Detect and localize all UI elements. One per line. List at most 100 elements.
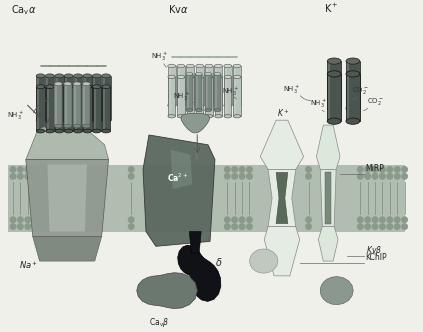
Ellipse shape	[93, 129, 101, 133]
Polygon shape	[320, 277, 353, 305]
Polygon shape	[169, 68, 170, 104]
Circle shape	[365, 224, 371, 229]
Ellipse shape	[205, 75, 213, 78]
Polygon shape	[215, 76, 217, 108]
Polygon shape	[65, 78, 67, 118]
Polygon shape	[205, 74, 212, 110]
Ellipse shape	[214, 104, 222, 107]
Polygon shape	[205, 66, 213, 106]
Polygon shape	[327, 74, 341, 121]
Circle shape	[357, 174, 363, 179]
Polygon shape	[197, 68, 199, 104]
Ellipse shape	[205, 115, 213, 118]
Polygon shape	[346, 74, 360, 121]
Ellipse shape	[102, 74, 110, 78]
Circle shape	[372, 217, 378, 222]
Ellipse shape	[36, 85, 45, 89]
Circle shape	[129, 224, 134, 229]
Circle shape	[247, 224, 252, 229]
Ellipse shape	[224, 104, 232, 107]
Polygon shape	[56, 78, 58, 118]
Polygon shape	[190, 231, 201, 253]
Polygon shape	[46, 87, 54, 131]
Ellipse shape	[64, 124, 71, 128]
Ellipse shape	[327, 71, 341, 77]
Ellipse shape	[55, 118, 64, 122]
Polygon shape	[215, 68, 217, 104]
Text: $\delta$: $\delta$	[215, 256, 222, 268]
Circle shape	[306, 167, 311, 172]
Polygon shape	[74, 78, 77, 118]
Ellipse shape	[205, 109, 212, 112]
Circle shape	[306, 217, 311, 222]
Circle shape	[25, 174, 30, 179]
Polygon shape	[47, 89, 49, 129]
Polygon shape	[93, 87, 101, 131]
Ellipse shape	[177, 104, 185, 107]
Polygon shape	[196, 77, 203, 116]
Text: MiRP: MiRP	[365, 164, 385, 173]
Circle shape	[129, 217, 134, 222]
Polygon shape	[55, 86, 58, 124]
Ellipse shape	[233, 115, 241, 118]
Ellipse shape	[55, 74, 64, 78]
Circle shape	[25, 167, 30, 172]
Polygon shape	[225, 68, 227, 104]
Ellipse shape	[74, 74, 82, 78]
Ellipse shape	[36, 129, 45, 133]
Polygon shape	[178, 245, 221, 301]
Polygon shape	[188, 79, 190, 114]
Ellipse shape	[73, 124, 81, 128]
Circle shape	[18, 167, 23, 172]
Ellipse shape	[74, 118, 82, 122]
Ellipse shape	[102, 118, 110, 122]
Polygon shape	[64, 87, 73, 131]
Polygon shape	[26, 160, 109, 236]
Polygon shape	[347, 63, 349, 107]
Circle shape	[18, 224, 23, 229]
Ellipse shape	[224, 75, 231, 78]
Ellipse shape	[55, 129, 63, 133]
Circle shape	[239, 174, 245, 179]
Polygon shape	[74, 87, 82, 131]
Circle shape	[394, 167, 400, 172]
Polygon shape	[74, 86, 76, 124]
Polygon shape	[47, 78, 49, 118]
Text: K$^+$: K$^+$	[277, 108, 289, 119]
Ellipse shape	[195, 72, 202, 75]
Polygon shape	[177, 77, 185, 116]
Polygon shape	[64, 76, 73, 120]
Polygon shape	[268, 169, 296, 227]
Circle shape	[247, 174, 252, 179]
Text: Ca$^{2+}$: Ca$^{2+}$	[167, 172, 188, 184]
Polygon shape	[102, 76, 110, 120]
Circle shape	[18, 217, 23, 222]
Circle shape	[365, 217, 371, 222]
Circle shape	[372, 167, 378, 172]
Circle shape	[402, 217, 407, 222]
Ellipse shape	[195, 109, 202, 112]
Circle shape	[387, 217, 393, 222]
Polygon shape	[195, 74, 202, 110]
Polygon shape	[234, 68, 236, 104]
Circle shape	[306, 174, 311, 179]
Polygon shape	[55, 84, 62, 126]
Ellipse shape	[205, 64, 213, 68]
Circle shape	[387, 174, 393, 179]
Polygon shape	[205, 77, 213, 116]
Ellipse shape	[46, 129, 54, 133]
Polygon shape	[75, 89, 77, 129]
Circle shape	[225, 174, 230, 179]
Ellipse shape	[214, 64, 222, 68]
Text: NH$_3^+$: NH$_3^+$	[310, 98, 327, 111]
Ellipse shape	[168, 64, 176, 68]
Circle shape	[232, 167, 237, 172]
Ellipse shape	[215, 75, 222, 78]
Polygon shape	[102, 87, 110, 131]
Text: NH$_3^+$: NH$_3^+$	[151, 51, 168, 63]
Polygon shape	[233, 77, 241, 116]
Text: NH$_3^+$: NH$_3^+$	[173, 90, 190, 103]
Polygon shape	[55, 76, 64, 120]
Circle shape	[365, 174, 371, 179]
Ellipse shape	[168, 75, 175, 78]
